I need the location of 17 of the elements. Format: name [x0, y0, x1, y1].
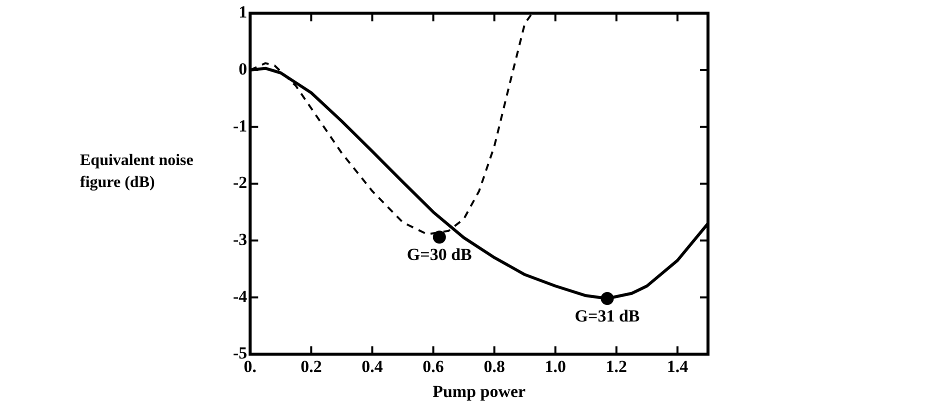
y-tick-label: -3	[232, 230, 248, 249]
annotation: G=31 dB	[574, 306, 640, 326]
y-tick-label: -4	[232, 286, 248, 306]
x-tick-label: 1.4	[666, 356, 689, 376]
x-tick-label: 0.2	[300, 356, 322, 376]
x-tick-label: 0.4	[362, 356, 384, 376]
y-axis-title: Equivalent noise figure (dB)	[80, 151, 194, 193]
x-axis-title: Pump power	[432, 382, 526, 402]
x-tick-label: 1.2	[606, 356, 628, 376]
x-tick-label: 0.6	[422, 356, 444, 376]
y-tick-label: -1	[232, 116, 248, 136]
y-tick-label: 1	[238, 2, 248, 22]
x-tick-label: 1.0	[544, 356, 566, 376]
x-tick-label: 0.8	[484, 356, 505, 376]
annotation: G=30 dB	[406, 245, 472, 264]
y-tick-label: -2	[232, 173, 248, 192]
y-tick-label: 0	[238, 59, 248, 78]
